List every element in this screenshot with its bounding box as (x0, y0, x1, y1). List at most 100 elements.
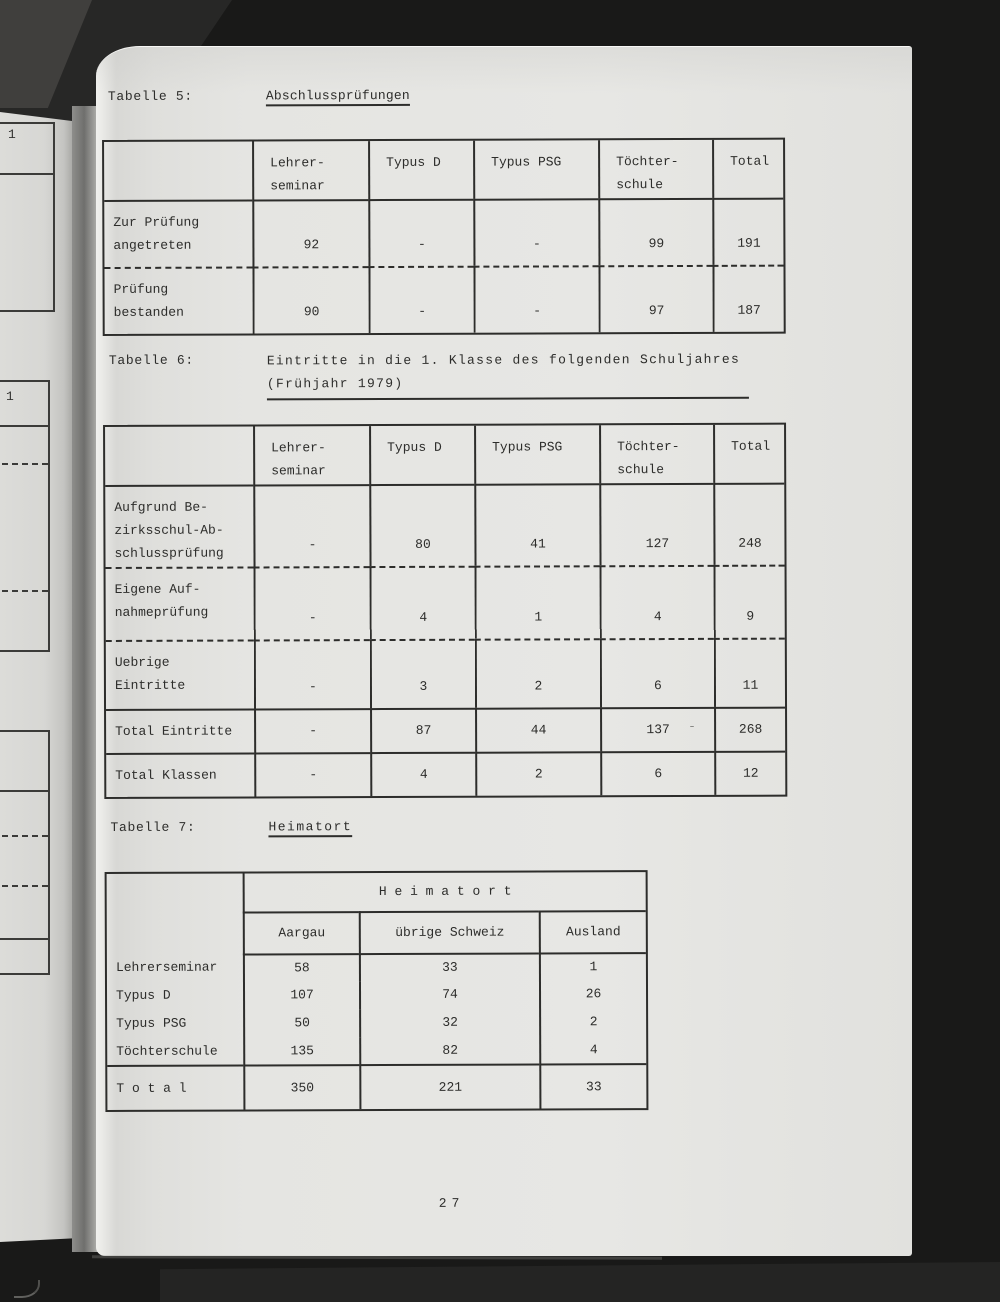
t6-cell: 248 (713, 482, 785, 565)
backdrop-bottom-wedge (160, 1262, 1000, 1302)
t6-cell: 2 (474, 638, 601, 708)
fragment-dashed-divider (0, 463, 48, 465)
t6-col-header: Töchter- schule (599, 424, 714, 484)
t6-cell: 12 (714, 750, 786, 795)
t7-cell: 4 (539, 1036, 647, 1064)
table6-caption-title: Eintritte in die 1. Klasse des folgenden… (266, 347, 749, 401)
t6-cell: 3 (369, 638, 476, 709)
table7-caption-label: Tabelle 7: (110, 819, 196, 835)
t6-cell: - (253, 639, 371, 709)
table6-caption-label: Tabelle 6: (108, 352, 194, 368)
t6-cell: 6 (600, 750, 715, 796)
t6-cell: 80 (369, 483, 475, 567)
t7-cell: 107 (242, 981, 360, 1010)
t6-cell: - (254, 752, 371, 797)
t6-cell: 2 (475, 751, 601, 796)
t6-row-label: Total Klassen (106, 752, 255, 797)
t6-row-label: Total Eintritte (106, 708, 255, 753)
t7-cell: 135 (243, 1037, 360, 1065)
page-number: 27 (438, 1195, 465, 1211)
t6-cell: 4 (370, 751, 476, 797)
t7-col-header: Aargau (242, 911, 359, 954)
t5-cell: - (473, 265, 599, 333)
t6-cell: - (253, 566, 370, 640)
t6-cell: 4 (599, 564, 714, 639)
table-abschlusspruefungen: Lehrer- seminar Typus D Typus PSG Töchte… (102, 137, 786, 337)
t7-cell: 32 (359, 1008, 540, 1038)
t5-col-header: Töchter- schule (598, 139, 713, 199)
t7-row-label: Typus D (116, 987, 171, 1003)
table-eintritte: Lehrer- seminar Typus D Typus PSG Töchte… (103, 422, 788, 799)
t7-col-header: Ausland (538, 910, 646, 953)
fragment-divider (0, 790, 48, 792)
t6-cell: 1 (474, 565, 600, 639)
t5-cell: 191 (712, 197, 784, 265)
t5-col-header: Typus PSG (473, 140, 599, 199)
left-page-table-fragment (0, 122, 55, 312)
fragment-dashed-divider (0, 885, 48, 887)
t6-cell: 127 (599, 482, 714, 566)
t7-cell: 74 (358, 980, 540, 1010)
t7-corner-cell (107, 874, 243, 912)
fragment-dashed-divider (0, 590, 48, 592)
t7-cell: 58 (242, 953, 359, 982)
table6-title-line2: (Frühjahr 1979) (266, 375, 404, 392)
t5-cell: 97 (598, 264, 713, 333)
t6-row-label: Uebrige Eintritte (105, 639, 255, 709)
t6-cell: 137 (600, 706, 715, 752)
t7-cell: 82 (359, 1036, 540, 1065)
scanned-page (96, 46, 912, 1256)
t7-total-cell: 33 (539, 1063, 647, 1109)
t6-row-label: Aufgrund Be- zirksschul-Ab- schlussprüfu… (105, 484, 254, 567)
left-page-table-fragment (0, 380, 50, 652)
t5-corner-cell (104, 141, 252, 200)
t5-cell: - (368, 265, 474, 334)
table5-caption-label: Tabelle 5: (107, 88, 193, 104)
t7-total-cell: 350 (243, 1064, 360, 1110)
t6-cell: 87 (370, 707, 476, 753)
t6-row-label: Eigene Auf- nahmeprüfung (105, 566, 254, 640)
t7-row-label: Lehrerseminar (115, 959, 218, 975)
t5-col-header: Total (712, 139, 784, 198)
t7-cell: 2 (539, 1008, 647, 1037)
fragment-dashed-divider (0, 835, 48, 837)
t7-cell: 1 (538, 952, 646, 981)
left-page-edge: 1 1 (0, 112, 80, 1242)
t6-corner-cell (105, 426, 253, 485)
t7-col-header: übrige Schweiz (358, 910, 539, 954)
t5-cell: - (473, 198, 599, 266)
t6-col-header: Total (713, 424, 785, 483)
t7-cell: 33 (358, 952, 539, 982)
t6-cell: 4 (369, 565, 475, 640)
t7-total-cell: 221 (359, 1063, 540, 1110)
fragment-divider (0, 425, 48, 427)
t6-cell: 11 (713, 637, 786, 707)
t7-span-header: H e i m a t o r t (242, 872, 646, 912)
t7-total-label: T o t a l (107, 1064, 244, 1110)
t6-cell: - (253, 484, 370, 567)
table-heimatort: H e i m a t o r t Aargau übrige Schweiz … (104, 870, 649, 1112)
left-page-table-fragment (0, 730, 50, 975)
t5-cell: 90 (252, 266, 369, 334)
t5-cell: 92 (252, 199, 369, 267)
fragment-divider (0, 938, 48, 940)
t7-corner-cell (107, 912, 243, 954)
fragment-divider (0, 173, 53, 175)
t7-cell: 26 (538, 980, 647, 1009)
t6-cell: 268 (714, 706, 786, 751)
t7-row-label: Töchterschule (116, 1043, 218, 1059)
t6-cell: 41 (474, 483, 600, 566)
t5-cell: - (368, 198, 474, 267)
fragment-digit: 1 (6, 389, 14, 404)
t6-cell: - (254, 708, 371, 753)
t6-cell: 44 (475, 707, 601, 752)
t6-col-header: Typus PSG (474, 425, 600, 484)
t5-row-label: Zur Prüfung angetreten (104, 199, 253, 267)
stray-pen-mark: - (688, 718, 696, 734)
t7-row-label: Typus PSG (116, 1015, 187, 1031)
t5-cell: 187 (712, 264, 784, 332)
t6-cell: 6 (599, 637, 715, 708)
table7-caption-title: Heimatort (268, 819, 353, 835)
table6-title-line1: Eintritte in die 1. Klasse des folgenden… (266, 351, 741, 369)
